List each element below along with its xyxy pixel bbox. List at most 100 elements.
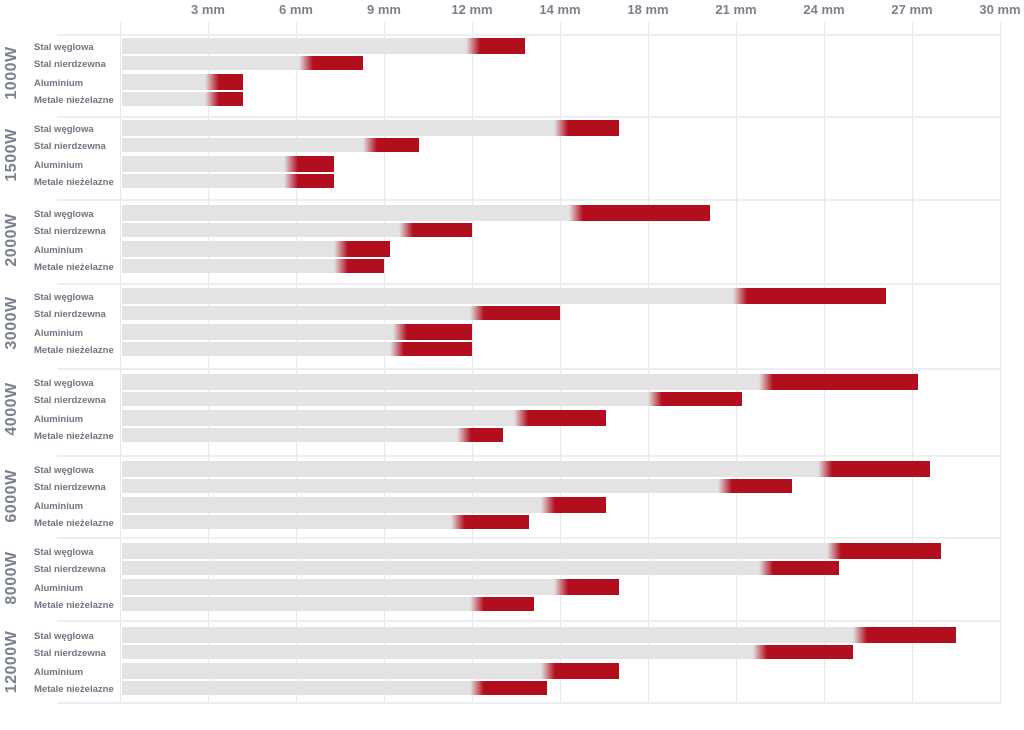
bar-2000w-0: [122, 205, 710, 221]
bar-max-range: [514, 410, 607, 426]
bar-max-range: [389, 342, 472, 356]
material-label: Stal węglowa: [34, 209, 94, 220]
bar-4000w-0: [122, 374, 918, 390]
bar-6000w-0: [122, 461, 930, 477]
group-label-4000w: 4000W: [3, 382, 20, 436]
bar-1500w-0: [122, 120, 620, 136]
material-label: Aluminium: [34, 501, 84, 512]
material-label: Stal nierdzewna: [34, 482, 106, 493]
bar-max-range: [826, 543, 942, 559]
gridline: [472, 22, 473, 703]
bar-max-range: [647, 392, 742, 406]
bar-8000w-3: [122, 597, 534, 611]
bar-2000w-2: [122, 241, 390, 257]
bar-1000w-3: [122, 92, 244, 106]
bar-12000w-0: [122, 627, 956, 643]
material-label: Stal węglowa: [34, 378, 94, 389]
group-separator: [57, 34, 1001, 36]
bar-max-range: [284, 156, 335, 172]
group-separator: [57, 537, 1001, 539]
material-label: Stal węglowa: [34, 547, 94, 558]
material-label: Aluminium: [34, 78, 84, 89]
gridline: [824, 22, 825, 703]
bar-6000w-3: [122, 515, 530, 529]
bar-1000w-2: [122, 74, 244, 90]
bar-max-range: [470, 597, 534, 611]
group-label-6000w: 6000W: [3, 469, 20, 523]
material-label: Stal węglowa: [34, 292, 94, 303]
bar-max-range: [753, 645, 854, 659]
x-tick-label: 14 mm: [539, 2, 581, 17]
group-separator: [57, 116, 1001, 118]
group-label-8000w: 8000W: [3, 551, 20, 605]
material-label: Stal nierdzewna: [34, 648, 106, 659]
material-label: Metale nieżelazne: [34, 177, 114, 188]
bar-3000w-2: [122, 324, 472, 340]
group-label-1000w: 1000W: [3, 46, 20, 100]
material-label: Metale nieżelazne: [34, 345, 114, 356]
bar-6000w-1: [122, 479, 792, 493]
x-tick-label: 27 mm: [891, 2, 933, 17]
bar-1500w-2: [122, 156, 335, 172]
x-tick-label: 30 mm: [979, 2, 1021, 17]
gridline-zero: [120, 22, 121, 703]
bar-max-range: [818, 461, 930, 477]
bar-max-range: [298, 56, 364, 70]
gridline: [1000, 22, 1001, 703]
bar-max-range: [457, 428, 503, 442]
x-tick-label: 3 mm: [191, 2, 225, 17]
gridline: [648, 22, 649, 703]
group-separator: [57, 283, 1001, 285]
group-separator: [57, 455, 1001, 457]
material-label: Stal węglowa: [34, 631, 94, 642]
bar-max-range: [759, 374, 918, 390]
bar-max-range: [204, 74, 244, 90]
bar-2000w-1: [122, 223, 472, 237]
bar-max-range: [759, 561, 839, 575]
material-label: Aluminium: [34, 667, 84, 678]
bar-1500w-3: [122, 174, 335, 188]
material-label: Aluminium: [34, 328, 84, 339]
group-separator: [57, 199, 1001, 201]
bar-max-range: [554, 120, 620, 136]
bar-max-range: [204, 92, 244, 106]
group-separator: [57, 620, 1001, 622]
bar-2000w-3: [122, 259, 384, 273]
bar-max-range: [540, 663, 620, 679]
bar-6000w-2: [122, 497, 607, 513]
bar-max-range: [451, 515, 530, 529]
material-label: Metale nieżelazne: [34, 600, 114, 611]
bar-1000w-0: [122, 38, 525, 54]
bar-max-range: [392, 324, 472, 340]
bar-12000w-3: [122, 681, 547, 695]
x-tick-label: 18 mm: [627, 2, 669, 17]
bar-max-range: [554, 579, 620, 595]
bar-max-range: [398, 223, 472, 237]
x-tick-label: 24 mm: [803, 2, 845, 17]
bar-max-range: [569, 205, 710, 221]
material-label: Aluminium: [34, 414, 84, 425]
gridline: [912, 22, 913, 703]
group-separator: [57, 368, 1001, 370]
material-label: Metale nieżelazne: [34, 95, 114, 106]
bar-max-range: [732, 288, 886, 304]
material-label: Stal nierdzewna: [34, 141, 106, 152]
gridline: [560, 22, 561, 703]
material-label: Stal nierdzewna: [34, 226, 106, 237]
material-label: Metale nieżelazne: [34, 684, 114, 695]
bar-max-range: [284, 174, 335, 188]
material-label: Aluminium: [34, 245, 84, 256]
bar-max-range: [466, 38, 525, 54]
bar-12000w-2: [122, 663, 620, 679]
x-tick-label: 6 mm: [279, 2, 313, 17]
group-label-1500w: 1500W: [3, 128, 20, 182]
material-label: Stal nierdzewna: [34, 59, 106, 70]
bar-8000w-1: [122, 561, 839, 575]
bar-8000w-0: [122, 543, 942, 559]
group-label-3000w: 3000W: [3, 296, 20, 350]
gridline: [384, 22, 385, 703]
bar-4000w-1: [122, 392, 742, 406]
gridline: [296, 22, 297, 703]
bar-max-range: [718, 479, 792, 493]
bar-max-range: [363, 138, 420, 152]
